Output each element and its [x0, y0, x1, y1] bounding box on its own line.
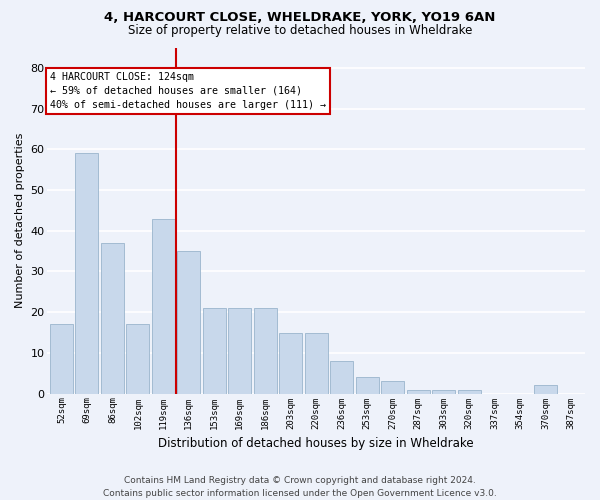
Bar: [229, 308, 251, 394]
Bar: [381, 382, 404, 394]
Bar: [101, 243, 124, 394]
Bar: [152, 218, 175, 394]
Bar: [76, 154, 98, 394]
X-axis label: Distribution of detached houses by size in Wheldrake: Distribution of detached houses by size …: [158, 437, 474, 450]
Bar: [203, 308, 226, 394]
Text: 4 HARCOURT CLOSE: 124sqm
← 59% of detached houses are smaller (164)
40% of semi-: 4 HARCOURT CLOSE: 124sqm ← 59% of detach…: [50, 72, 326, 110]
Bar: [458, 390, 481, 394]
Y-axis label: Number of detached properties: Number of detached properties: [15, 133, 25, 308]
Bar: [254, 308, 277, 394]
Bar: [305, 332, 328, 394]
Bar: [127, 324, 149, 394]
Bar: [356, 378, 379, 394]
Text: Size of property relative to detached houses in Wheldrake: Size of property relative to detached ho…: [128, 24, 472, 37]
Bar: [50, 324, 73, 394]
Bar: [178, 251, 200, 394]
Bar: [330, 361, 353, 394]
Bar: [534, 386, 557, 394]
Bar: [432, 390, 455, 394]
Bar: [279, 332, 302, 394]
Text: 4, HARCOURT CLOSE, WHELDRAKE, YORK, YO19 6AN: 4, HARCOURT CLOSE, WHELDRAKE, YORK, YO19…: [104, 11, 496, 24]
Text: Contains HM Land Registry data © Crown copyright and database right 2024.
Contai: Contains HM Land Registry data © Crown c…: [103, 476, 497, 498]
Bar: [407, 390, 430, 394]
